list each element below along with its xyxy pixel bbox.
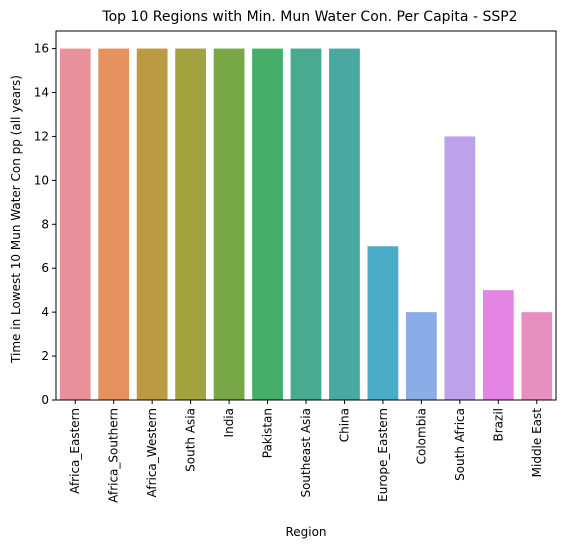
y-tick-label: 4 — [41, 305, 49, 319]
bar-india — [213, 48, 245, 400]
bar-south-africa — [444, 136, 476, 400]
y-tick-label: 14 — [34, 86, 49, 100]
y-tick-label: 12 — [34, 129, 49, 143]
x-tick-label: Europe_Eastern — [376, 408, 390, 502]
x-axis: Africa_Eastern Africa_Southern Africa_West… — [68, 400, 544, 503]
x-tick-label: China — [337, 408, 351, 442]
bar-colombia — [406, 312, 437, 400]
bar-china — [329, 48, 360, 400]
bar-southeast-asia — [290, 48, 322, 400]
y-tick-label: 2 — [41, 349, 49, 363]
chart-title: Top 10 Regions with Min. Mun Water Con. … — [101, 9, 517, 25]
x-axis-label: Region — [285, 525, 326, 539]
bar-africa-southern — [98, 48, 130, 400]
y-tick-label: 0 — [41, 393, 49, 407]
y-tick-label: 8 — [41, 217, 49, 231]
x-tick-label: Brazil — [491, 408, 505, 442]
x-tick-label: Middle East — [530, 408, 544, 478]
x-tick-label: India — [222, 408, 236, 437]
bar-africa-eastern — [59, 48, 91, 400]
bars-layer — [59, 48, 553, 400]
x-tick-label: Africa_Eastern — [68, 408, 82, 494]
bar-middle-east — [521, 312, 553, 400]
y-axis-label: Time in Lowest 10 Mun Water Con pp (all … — [9, 75, 23, 364]
y-axis: 0 2 4 6 8 10 12 14 16 — [34, 42, 56, 407]
x-tick-label: Colombia — [414, 408, 428, 464]
bar-brazil — [482, 290, 514, 400]
x-tick-label: Africa_Western — [145, 408, 159, 497]
bar-africa-western — [136, 48, 168, 400]
x-tick-label: Pakistan — [261, 408, 275, 458]
bar-pakistan — [252, 48, 283, 400]
y-tick-label: 16 — [34, 42, 49, 56]
y-tick-label: 10 — [34, 173, 49, 187]
y-tick-label: 6 — [41, 261, 49, 275]
x-tick-label: South Africa — [453, 408, 467, 481]
x-tick-label: Africa_Southern — [107, 408, 121, 503]
x-tick-label: Southeast Asia — [299, 408, 313, 498]
x-tick-label: South Asia — [184, 408, 198, 472]
plot-frame — [55, 30, 557, 401]
bar-europe-eastern — [367, 246, 399, 400]
bar-south-asia — [175, 48, 206, 400]
